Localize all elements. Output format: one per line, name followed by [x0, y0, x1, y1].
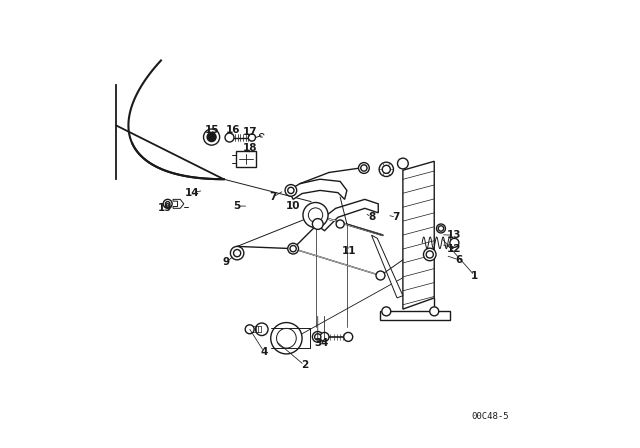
Text: 3: 3: [314, 338, 321, 348]
Text: 13: 13: [447, 230, 461, 240]
Text: 18: 18: [243, 143, 258, 153]
Polygon shape: [289, 179, 347, 199]
Circle shape: [288, 187, 294, 194]
Circle shape: [379, 162, 394, 177]
Circle shape: [276, 328, 296, 348]
Circle shape: [344, 332, 353, 341]
Text: 11: 11: [342, 246, 356, 256]
Circle shape: [436, 224, 445, 233]
Text: 16: 16: [225, 125, 240, 135]
Text: 4: 4: [321, 338, 328, 348]
Circle shape: [397, 158, 408, 169]
Polygon shape: [316, 199, 378, 231]
Polygon shape: [380, 311, 450, 320]
Circle shape: [248, 134, 255, 141]
Text: 19: 19: [158, 203, 173, 213]
Text: 7: 7: [392, 212, 400, 222]
Text: 4: 4: [260, 347, 268, 357]
Circle shape: [382, 165, 390, 173]
Circle shape: [234, 250, 241, 257]
Text: 8: 8: [368, 212, 375, 222]
Text: 1: 1: [471, 271, 478, 280]
Circle shape: [424, 248, 436, 261]
Circle shape: [361, 165, 367, 171]
Circle shape: [376, 271, 385, 280]
Text: 12: 12: [447, 244, 461, 254]
Circle shape: [207, 133, 216, 142]
Circle shape: [225, 133, 234, 142]
Circle shape: [285, 185, 297, 196]
Circle shape: [255, 323, 268, 336]
Text: 6: 6: [455, 255, 463, 265]
Circle shape: [438, 226, 444, 231]
Circle shape: [382, 307, 391, 316]
Circle shape: [312, 219, 323, 229]
Polygon shape: [403, 161, 435, 309]
Circle shape: [204, 129, 220, 145]
Text: 2: 2: [301, 360, 308, 370]
Circle shape: [320, 332, 329, 341]
Text: 00C48-5: 00C48-5: [472, 412, 509, 421]
Text: 14: 14: [185, 188, 200, 198]
Circle shape: [245, 325, 254, 334]
Circle shape: [308, 208, 323, 222]
Circle shape: [450, 238, 459, 247]
Circle shape: [290, 246, 296, 252]
Circle shape: [165, 202, 170, 206]
Polygon shape: [236, 151, 256, 167]
Circle shape: [163, 199, 172, 208]
Text: 9: 9: [222, 257, 230, 267]
Text: 10: 10: [286, 201, 300, 211]
Circle shape: [430, 307, 439, 316]
Text: 17: 17: [243, 127, 258, 137]
Text: 7: 7: [269, 192, 276, 202]
Circle shape: [315, 334, 321, 340]
Text: 15: 15: [205, 125, 220, 135]
Circle shape: [358, 163, 369, 173]
Circle shape: [271, 323, 302, 354]
Circle shape: [230, 246, 244, 260]
Polygon shape: [173, 199, 184, 208]
Circle shape: [303, 202, 328, 228]
Circle shape: [288, 243, 298, 254]
Polygon shape: [371, 235, 403, 298]
Circle shape: [312, 332, 323, 342]
Text: 5: 5: [234, 201, 241, 211]
Circle shape: [336, 220, 344, 228]
Circle shape: [426, 251, 433, 258]
